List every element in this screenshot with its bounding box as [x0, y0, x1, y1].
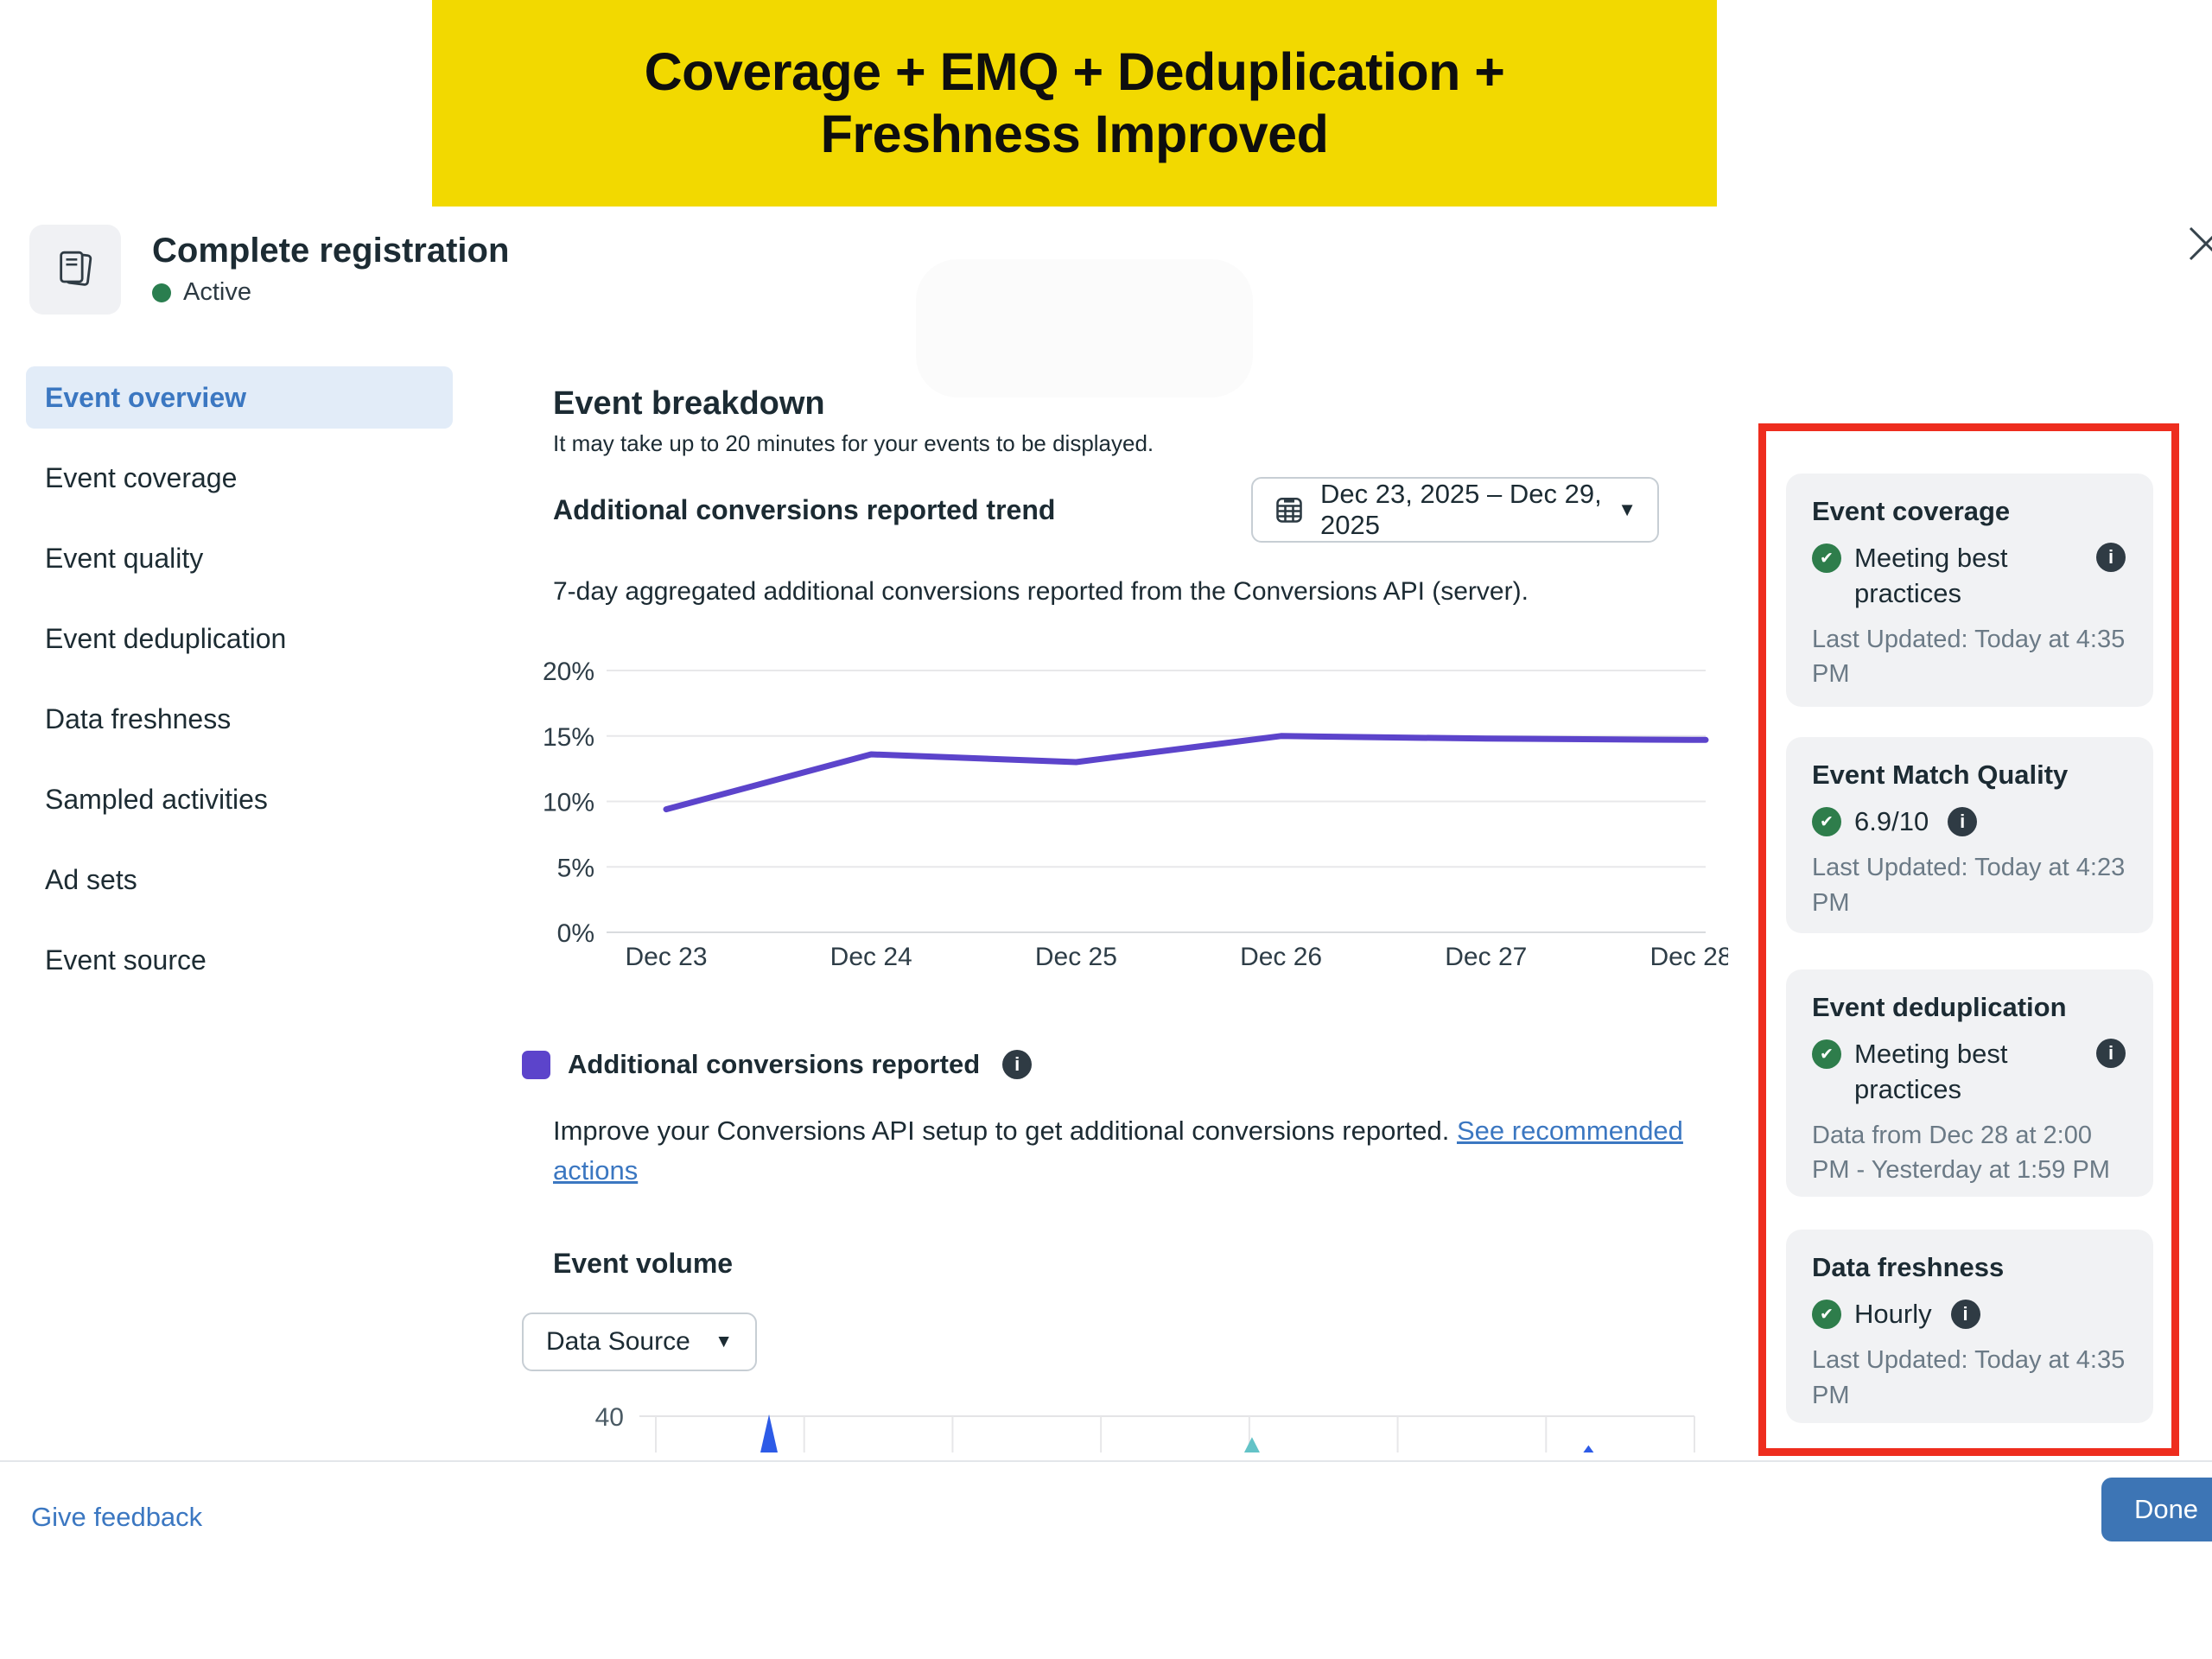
status-text: Meeting best practices	[1854, 543, 2008, 608]
status-label: Active	[183, 278, 251, 306]
svg-text:5%: 5%	[557, 854, 594, 882]
card-event-coverage: Event coverage ✔ Meeting best practices …	[1786, 474, 2153, 707]
trend-title: Additional conversions reported trend	[553, 494, 1056, 525]
check-circle-icon: ✔	[1812, 1300, 1841, 1329]
status-text: 6.9/10	[1854, 806, 1929, 836]
sidebar-item-event-deduplication[interactable]: Event deduplication	[45, 622, 287, 654]
info-icon[interactable]: i	[1948, 807, 1978, 836]
sidebar-item-ad-sets[interactable]: Ad sets	[45, 863, 137, 895]
banner-line2: Freshness Improved	[820, 104, 1329, 163]
volume-title: Event volume	[553, 1248, 734, 1279]
volume-chart: 40	[536, 1365, 1728, 1452]
improve-text: Improve your Conversions API setup to ge…	[553, 1116, 1450, 1146]
svg-text:0%: 0%	[557, 919, 594, 948]
active-status-dot	[152, 283, 171, 302]
dialog-footer: Give feedback Done	[0, 1460, 2212, 1659]
card-status: ✔ Meeting best practices i	[1812, 1037, 2127, 1108]
check-circle-icon: ✔	[1812, 807, 1841, 836]
trend-description: 7-day aggregated additional conversions …	[553, 577, 1529, 606]
info-icon[interactable]: i	[1002, 1050, 1033, 1079]
data-source-dropdown[interactable]: Data Source ▼	[522, 1313, 757, 1371]
trend-chart: 20% 15% 10% 5% 0% Dec 23 Dec 24 Dec 25 Dec 26 Dec…	[536, 644, 1732, 998]
svg-text:Dec 25: Dec 25	[1035, 943, 1117, 971]
sidebar-item-sampled-activities[interactable]: Sampled activities	[45, 783, 268, 815]
card-event-deduplication: Event deduplication ✔ Meeting best pract…	[1786, 969, 2153, 1197]
svg-text:40: 40	[595, 1403, 624, 1432]
sidebar-item-event-coverage[interactable]: Event coverage	[45, 461, 238, 493]
chevron-down-icon: ▼	[715, 1332, 733, 1351]
card-title: Event deduplication	[1812, 992, 2067, 1022]
status-text: Meeting best practices	[1854, 1039, 2008, 1104]
card-caption: Last Updated: Today at 4:23 PM	[1812, 853, 2126, 917]
page-title: Complete registration	[152, 232, 510, 270]
data-source-label: Data Source	[546, 1327, 690, 1356]
improve-message: Improve your Conversions API setup to ge…	[553, 1111, 1728, 1191]
sidebar-item-event-overview[interactable]: Event overview	[26, 366, 453, 429]
sidebar-item-event-source[interactable]: Event source	[45, 944, 207, 976]
card-data-freshness: Data freshness ✔ Hourly i Last Updated: …	[1786, 1230, 2153, 1423]
card-status: ✔ Meeting best practices i	[1812, 541, 2127, 612]
svg-text:20%: 20%	[543, 658, 594, 686]
date-range-picker[interactable]: Dec 23, 2025 – Dec 29, 2025 ▼	[1251, 477, 1659, 543]
chart-legend: Additional conversions reported i	[522, 1049, 1033, 1080]
card-title: Event coverage	[1812, 496, 2011, 526]
event-type-icon	[29, 225, 121, 315]
card-title: Data freshness	[1812, 1252, 2005, 1282]
status-badge: Active	[152, 278, 251, 307]
date-range-value: Dec 23, 2025 – Dec 29, 2025	[1320, 479, 1602, 540]
section-subtitle: It may take up to 20 minutes for your ev…	[553, 430, 1154, 456]
svg-text:15%: 15%	[543, 723, 594, 752]
check-circle-icon: ✔	[1812, 543, 1841, 573]
legend-label: Additional conversions reported	[568, 1049, 981, 1079]
sidebar-item-event-quality[interactable]: Event quality	[45, 542, 204, 574]
sidebar-item-data-freshness[interactable]: Data freshness	[45, 702, 232, 734]
svg-text:Dec 26: Dec 26	[1240, 943, 1322, 971]
card-status: ✔ Hourly i	[1812, 1297, 2127, 1332]
card-caption: Last Updated: Today at 4:35 PM	[1812, 625, 2126, 689]
svg-text:10%: 10%	[543, 789, 594, 817]
info-icon[interactable]: i	[2096, 1039, 2126, 1068]
done-button[interactable]: Done	[2101, 1478, 2212, 1541]
check-circle-icon: ✔	[1812, 1039, 1841, 1069]
svg-text:Dec 24: Dec 24	[830, 943, 912, 971]
annotation-banner: Coverage + EMQ + Deduplication + Freshne…	[432, 0, 1717, 207]
section-title: Event breakdown	[553, 385, 825, 422]
card-title: Event Match Quality	[1812, 760, 2069, 790]
svg-text:Dec 28: Dec 28	[1649, 943, 1728, 971]
info-icon[interactable]: i	[2096, 543, 2126, 572]
legend-swatch	[522, 1050, 550, 1079]
pages-icon	[60, 251, 92, 286]
card-status: ✔ 6.9/10 i	[1812, 804, 2127, 840]
card-event-match-quality: Event Match Quality ✔ 6.9/10 i Last Upda…	[1786, 737, 2153, 933]
see-recommended-actions-link[interactable]: See recommended actions	[553, 1116, 1683, 1185]
status-text: Hourly	[1854, 1299, 1932, 1329]
info-icon[interactable]: i	[1950, 1300, 1980, 1329]
redacted-area	[916, 259, 1253, 397]
banner-line1: Coverage + EMQ + Deduplication +	[644, 42, 1505, 102]
close-icon[interactable]	[2184, 223, 2212, 266]
give-feedback-link[interactable]: Give feedback	[31, 1502, 203, 1532]
svg-text:Dec 27: Dec 27	[1445, 943, 1527, 971]
svg-text:Dec 23: Dec 23	[625, 943, 707, 971]
chevron-down-icon: ▼	[1618, 499, 1637, 520]
card-caption: Last Updated: Today at 4:35 PM	[1812, 1345, 2126, 1409]
card-caption: Data from Dec 28 at 2:00 PM - Yesterday …	[1812, 1121, 2110, 1185]
calendar-icon	[1274, 494, 1305, 525]
